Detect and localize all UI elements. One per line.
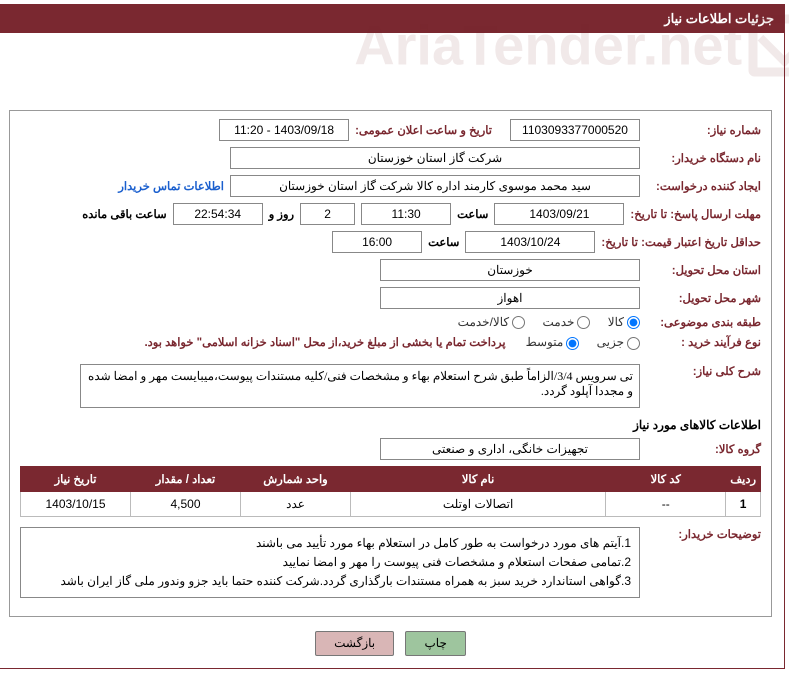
province-label: استان محل تحویل: — [646, 263, 761, 277]
remaining-suffix-label: ساعت باقی مانده — [82, 207, 166, 221]
cat-both-radio[interactable] — [512, 316, 525, 329]
days-remaining-field[interactable] — [300, 203, 355, 225]
process-label: نوع فرآیند خرید : — [646, 335, 761, 349]
cell-unit: عدد — [241, 491, 351, 516]
cell-name: اتصالات اوتلت — [351, 491, 606, 516]
announce-field[interactable] — [219, 119, 349, 141]
remarks-line-1: 1.آیتم های مورد درخواست به طور کامل در ا… — [29, 534, 631, 553]
header-bar: جزئیات اطلاعات نیاز — [0, 5, 784, 33]
row-reply-deadline: مهلت ارسال پاسخ: تا تاریخ: ساعت روز و سا… — [20, 203, 761, 225]
cat-service-option[interactable]: خدمت — [543, 315, 591, 329]
row-buyer-remarks: توضیحات خریدار: 1.آیتم های مورد درخواست … — [20, 527, 761, 599]
buyer-contact-link[interactable]: اطلاعات تماس خریدار — [118, 179, 224, 193]
group-field[interactable] — [380, 438, 640, 460]
row-category: طبقه بندی موضوعی: کالا خدمت کالا/خدمت — [20, 315, 761, 329]
description-textarea[interactable] — [80, 364, 640, 408]
city-label: شهر محل تحویل: — [646, 291, 761, 305]
items-table: ردیف کد کالا نام کالا واحد شمارش تعداد /… — [20, 466, 761, 517]
buyer-org-field[interactable] — [230, 147, 640, 169]
description-label: شرح کلی نیاز: — [646, 364, 761, 378]
proc-medium-radio[interactable] — [566, 337, 579, 350]
requester-label: ایجاد کننده درخواست: — [646, 179, 761, 193]
category-radio-group: کالا خدمت کالا/خدمت — [444, 315, 640, 329]
time-label-1: ساعت — [457, 207, 488, 221]
print-button[interactable]: چاپ — [405, 631, 465, 656]
row-group: گروه کالا: — [20, 438, 761, 460]
header-title: جزئیات اطلاعات نیاز — [664, 11, 774, 26]
col-row: ردیف — [726, 466, 761, 491]
requester-field[interactable] — [230, 175, 640, 197]
cell-idx: 1 — [726, 491, 761, 516]
row-description: شرح کلی نیاز: — [20, 364, 761, 408]
window-frame: جزئیات اطلاعات نیاز AriaTender.net شماره… — [0, 4, 785, 669]
row-validity: حداقل تاریخ اعتبار قیمت: تا تاریخ: ساعت — [20, 231, 761, 253]
cat-goods-option[interactable]: کالا — [608, 315, 640, 329]
reply-deadline-time[interactable] — [361, 203, 451, 225]
details-fieldset: شماره نیاز: تاریخ و ساعت اعلان عمومی: نا… — [9, 110, 772, 617]
cell-qty: 4,500 — [131, 491, 241, 516]
cat-service-radio[interactable] — [577, 316, 590, 329]
proc-small-radio[interactable] — [627, 337, 640, 350]
payment-note: پرداخت تمام یا بخشی از مبلغ خرید،از محل … — [144, 335, 505, 349]
validity-time-field[interactable] — [332, 231, 422, 253]
proc-small-option[interactable]: جزیی — [597, 335, 640, 349]
cell-code: -- — [606, 491, 726, 516]
table-row[interactable]: 1 -- اتصالات اوتلت عدد 4,500 1403/10/15 — [21, 491, 761, 516]
button-row: چاپ بازگشت — [9, 631, 772, 656]
reply-deadline-date[interactable] — [494, 203, 624, 225]
category-label: طبقه بندی موضوعی: — [646, 315, 761, 329]
days-and-label: روز و — [269, 207, 294, 221]
proc-medium-option[interactable]: متوسط — [526, 335, 580, 349]
hours-remaining-field[interactable] — [173, 203, 263, 225]
process-radio-group: جزیی متوسط — [512, 335, 640, 349]
col-need-date: تاریخ نیاز — [21, 466, 131, 491]
remarks-line-3: 3.گواهی استاندارد خرید سبز به همراه مستن… — [29, 572, 631, 591]
row-province: استان محل تحویل: — [20, 259, 761, 281]
row-process: نوع فرآیند خرید : جزیی متوسط پرداخت تمام… — [20, 335, 761, 349]
time-label-2: ساعت — [428, 235, 459, 249]
validity-label: حداقل تاریخ اعتبار قیمت: تا تاریخ: — [601, 235, 761, 249]
col-code: کد کالا — [606, 466, 726, 491]
buyer-org-label: نام دستگاه خریدار: — [646, 151, 761, 165]
cat-both-option[interactable]: کالا/خدمت — [458, 315, 525, 329]
announce-label: تاریخ و ساعت اعلان عمومی: — [355, 123, 492, 137]
col-unit: واحد شمارش — [241, 466, 351, 491]
col-name: نام کالا — [351, 466, 606, 491]
group-label: گروه کالا: — [646, 442, 761, 456]
remarks-line-2: 2.تمامی صفحات استعلام و مشخصات فنی پیوست… — [29, 553, 631, 572]
cat-goods-radio[interactable] — [627, 316, 640, 329]
cell-need-date: 1403/10/15 — [21, 491, 131, 516]
need-number-field[interactable] — [510, 119, 640, 141]
row-buyer-org: نام دستگاه خریدار: — [20, 147, 761, 169]
row-requester: ایجاد کننده درخواست: اطلاعات تماس خریدار — [20, 175, 761, 197]
back-button[interactable]: بازگشت — [315, 631, 394, 656]
province-field[interactable] — [380, 259, 640, 281]
items-section-title: اطلاعات کالاهای مورد نیاز — [20, 418, 761, 432]
city-field[interactable] — [380, 287, 640, 309]
validity-date-field[interactable] — [465, 231, 595, 253]
row-city: شهر محل تحویل: — [20, 287, 761, 309]
need-number-label: شماره نیاز: — [646, 123, 761, 137]
buyer-remarks-label: توضیحات خریدار: — [646, 527, 761, 541]
row-need-number: شماره نیاز: تاریخ و ساعت اعلان عمومی: — [20, 119, 761, 141]
content-area: AriaTender.net شماره نیاز: تاریخ و ساعت … — [0, 33, 784, 668]
reply-deadline-label: مهلت ارسال پاسخ: تا تاریخ: — [630, 207, 761, 221]
buyer-remarks-box: 1.آیتم های مورد درخواست به طور کامل در ا… — [20, 527, 640, 599]
items-header-row: ردیف کد کالا نام کالا واحد شمارش تعداد /… — [21, 466, 761, 491]
col-qty: تعداد / مقدار — [131, 466, 241, 491]
